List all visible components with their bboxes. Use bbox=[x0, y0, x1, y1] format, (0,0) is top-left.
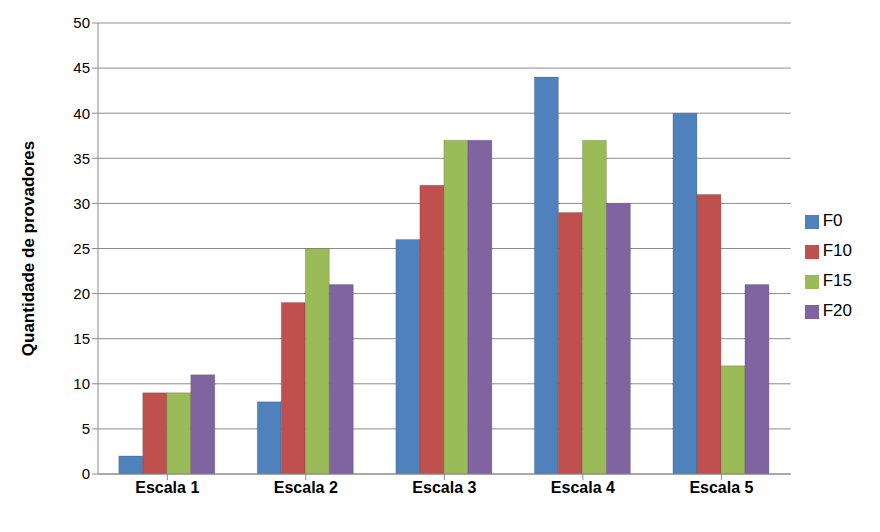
html-text:F0: F0 bbox=[822, 211, 843, 230]
svg-text:Escala 1: Escala 1 bbox=[135, 479, 199, 496]
svg-text:20: 20 bbox=[73, 285, 90, 302]
svg-text:30: 30 bbox=[73, 195, 90, 212]
svg-text:0: 0 bbox=[82, 465, 90, 482]
html-text:F10: F10 bbox=[822, 241, 852, 260]
svg-text:40: 40 bbox=[73, 105, 90, 122]
svg-text:15: 15 bbox=[73, 330, 90, 347]
svg-text:Escala 2: Escala 2 bbox=[274, 479, 338, 496]
svg-text:Quantidade de provadores: Quantidade de provadores bbox=[19, 141, 38, 356]
html-text:F15: F15 bbox=[822, 271, 852, 290]
svg-text:35: 35 bbox=[73, 150, 90, 167]
svg-text:Escala 5: Escala 5 bbox=[689, 479, 753, 496]
svg-text:5: 5 bbox=[82, 420, 90, 437]
svg-text:45: 45 bbox=[73, 59, 90, 76]
svg-text:Escala 3: Escala 3 bbox=[412, 479, 476, 496]
html-text:F20: F20 bbox=[822, 301, 852, 320]
svg-text:50: 50 bbox=[73, 14, 90, 31]
svg-text:25: 25 bbox=[73, 240, 90, 257]
svg-text:Escala 4: Escala 4 bbox=[551, 479, 615, 496]
svg-text:10: 10 bbox=[73, 375, 90, 392]
